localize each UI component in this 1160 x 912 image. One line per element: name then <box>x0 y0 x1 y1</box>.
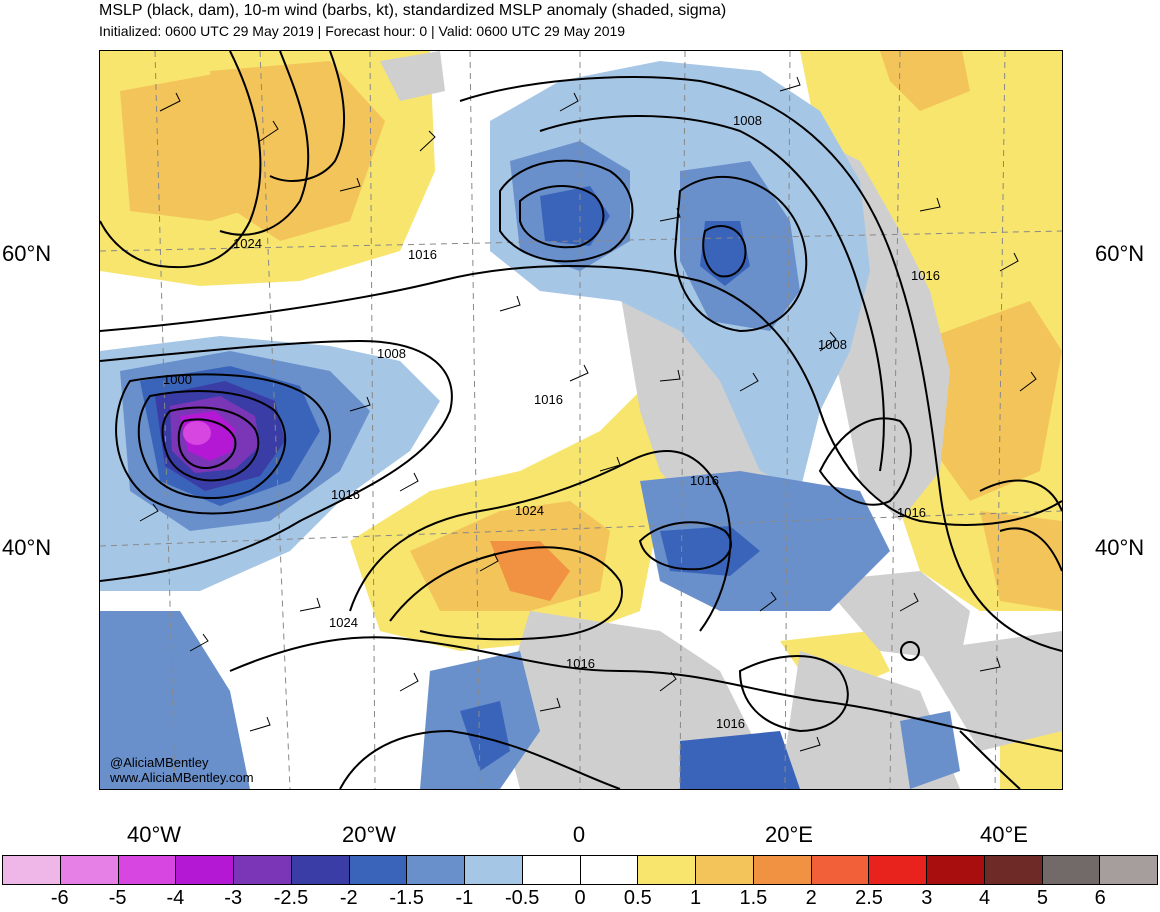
colorbar-swatch <box>176 856 234 884</box>
lat-label-40n-left: 40°N <box>2 535 52 560</box>
anomaly-balkans <box>640 471 890 611</box>
colorbar-swatch <box>407 856 465 884</box>
isobar-label: 1016 <box>534 392 563 407</box>
lat-label-60n-right: 60°N <box>1095 241 1145 266</box>
lon-label-0: 0 <box>572 822 586 847</box>
isobar-label: 1016 <box>331 487 360 502</box>
anomaly-arctic <box>880 51 970 111</box>
anomaly-arabia <box>1000 731 1062 789</box>
colorbar-swatch <box>3 856 61 884</box>
isobars <box>100 51 1062 789</box>
lon-label-40e: 40°E <box>980 822 1028 847</box>
colorbar-swatch <box>1042 856 1101 884</box>
isobar-label: 1016 <box>408 247 437 262</box>
colorbar-tick-label: 1 <box>690 887 702 909</box>
lat-label-40n-right: 40°N <box>1095 535 1145 560</box>
anomaly-caspian <box>980 511 1062 611</box>
colorbar-tick-label: 1.5 <box>739 887 768 909</box>
colorbar-tick-label: 2 <box>805 887 817 909</box>
colorbar-swatch <box>869 856 927 884</box>
anomaly-libya-low <box>680 731 800 789</box>
map-panel[interactable]: 1008 1024 1016 1008 1000 1016 1008 1016 … <box>99 50 1063 790</box>
isobar-label: 1016 <box>566 656 595 671</box>
anomaly-adriatic <box>660 526 760 576</box>
map-title: MSLP (black, dam), 10-m wind (barbs, kt)… <box>99 2 727 19</box>
isobar-label: 1008 <box>818 337 847 352</box>
colorbar-labels: -6 -5 -4 -3 -2.5 -2 -1.5 -1 -0.5 0 0.5 1 1.5 2 2.5 3 4 5 6 <box>2 887 1158 911</box>
anomaly-norwegian-sea-core <box>540 186 610 246</box>
isobar-label: 1024 <box>515 503 544 518</box>
anomaly-sweden-core <box>700 221 750 286</box>
isobar-label: 1008 <box>377 346 406 361</box>
colorbar-swatch <box>984 856 1043 884</box>
colorbar-tick-label: -6 <box>50 887 69 909</box>
colorbar-tick-label: 2.5 <box>855 887 883 909</box>
colorbar-swatch <box>753 856 812 884</box>
colorbar-swatch <box>522 856 581 884</box>
colorbar-swatch <box>118 856 177 884</box>
anomaly-red-sea <box>900 711 960 789</box>
colorbar-tick-label: -4 <box>166 887 185 909</box>
land-turkey <box>820 571 970 661</box>
colorbar-swatch <box>465 856 523 884</box>
graticule <box>100 51 1062 789</box>
lon-label-40w: 40°W <box>126 822 182 847</box>
colorbar-tick-label: 0.5 <box>623 887 652 909</box>
colorbar-tick-label: -1 <box>455 887 474 909</box>
anomaly-canary-core <box>460 701 510 771</box>
colorbar-swatch <box>349 856 408 884</box>
lat-label-60n-left: 60°N <box>2 241 52 266</box>
isobar-label: 1016 <box>911 268 940 283</box>
colorbar-tick-label: -2 <box>339 887 358 909</box>
colorbar-tick-label: -1.5 <box>389 887 424 909</box>
colorbar-tick-label: -0.5 <box>504 887 540 909</box>
colorbar-tick-label: 4 <box>979 887 991 909</box>
isobar-label: 1008 <box>733 113 762 128</box>
colorbar-swatch <box>234 856 292 884</box>
colorbar-swatch <box>696 856 754 884</box>
anomaly-greenland-east <box>210 61 385 241</box>
wind-barbs <box>139 76 1037 752</box>
colorbar-tick-label: 6 <box>1094 887 1106 909</box>
map-subtitle: Initialized: 0600 UTC 29 May 2019 | Fore… <box>99 23 626 39</box>
colorbar-tick-label: 0 <box>574 887 586 909</box>
colorbar-tick-label: 3 <box>921 887 933 909</box>
colorbar-swatch <box>60 856 119 884</box>
colorbar-tick-label: 5 <box>1036 887 1048 909</box>
isobar-label: 1024 <box>233 236 262 251</box>
colorbar-tick-label: -5 <box>108 887 127 909</box>
anomaly-iberia-peak <box>490 541 570 601</box>
isobar-label: 1000 <box>163 372 192 387</box>
isobar-label: 1016 <box>716 716 745 731</box>
lon-label-20e: 20°E <box>765 822 813 847</box>
colorbar-swatch <box>580 856 639 884</box>
colorbar-swatch <box>638 856 696 884</box>
anomaly-colorbar <box>2 855 1158 885</box>
isobar-label: 1024 <box>329 615 358 630</box>
colorbar-swatch <box>811 856 870 884</box>
colorbar-swatch <box>927 856 985 884</box>
credit-handle: @AliciaMBentley <box>110 755 209 770</box>
isobar-label: 1016 <box>690 473 719 488</box>
anomaly-atlantic-low-core <box>183 421 211 445</box>
colorbar-tick-label: -2.5 <box>273 887 309 909</box>
lon-label-20w: 20°W <box>341 822 397 847</box>
anomaly-russia <box>920 301 1062 501</box>
isobar-label: 1016 <box>897 505 926 520</box>
credit-website[interactable]: www.AliciaMBentley.com <box>110 770 254 785</box>
colorbar-swatch <box>1100 856 1157 884</box>
isobar-labels: 1008 1024 1016 1008 1000 1016 1008 1016 … <box>163 113 940 731</box>
colorbar-swatch <box>291 856 350 884</box>
land-greenland-coast <box>380 51 445 101</box>
map-canvas: 1008 1024 1016 1008 1000 1016 1008 1016 … <box>100 51 1062 789</box>
colorbar-tick-label: -3 <box>224 887 243 909</box>
anomaly-subtropics-west <box>100 611 250 789</box>
land-middle-east <box>920 631 1062 751</box>
